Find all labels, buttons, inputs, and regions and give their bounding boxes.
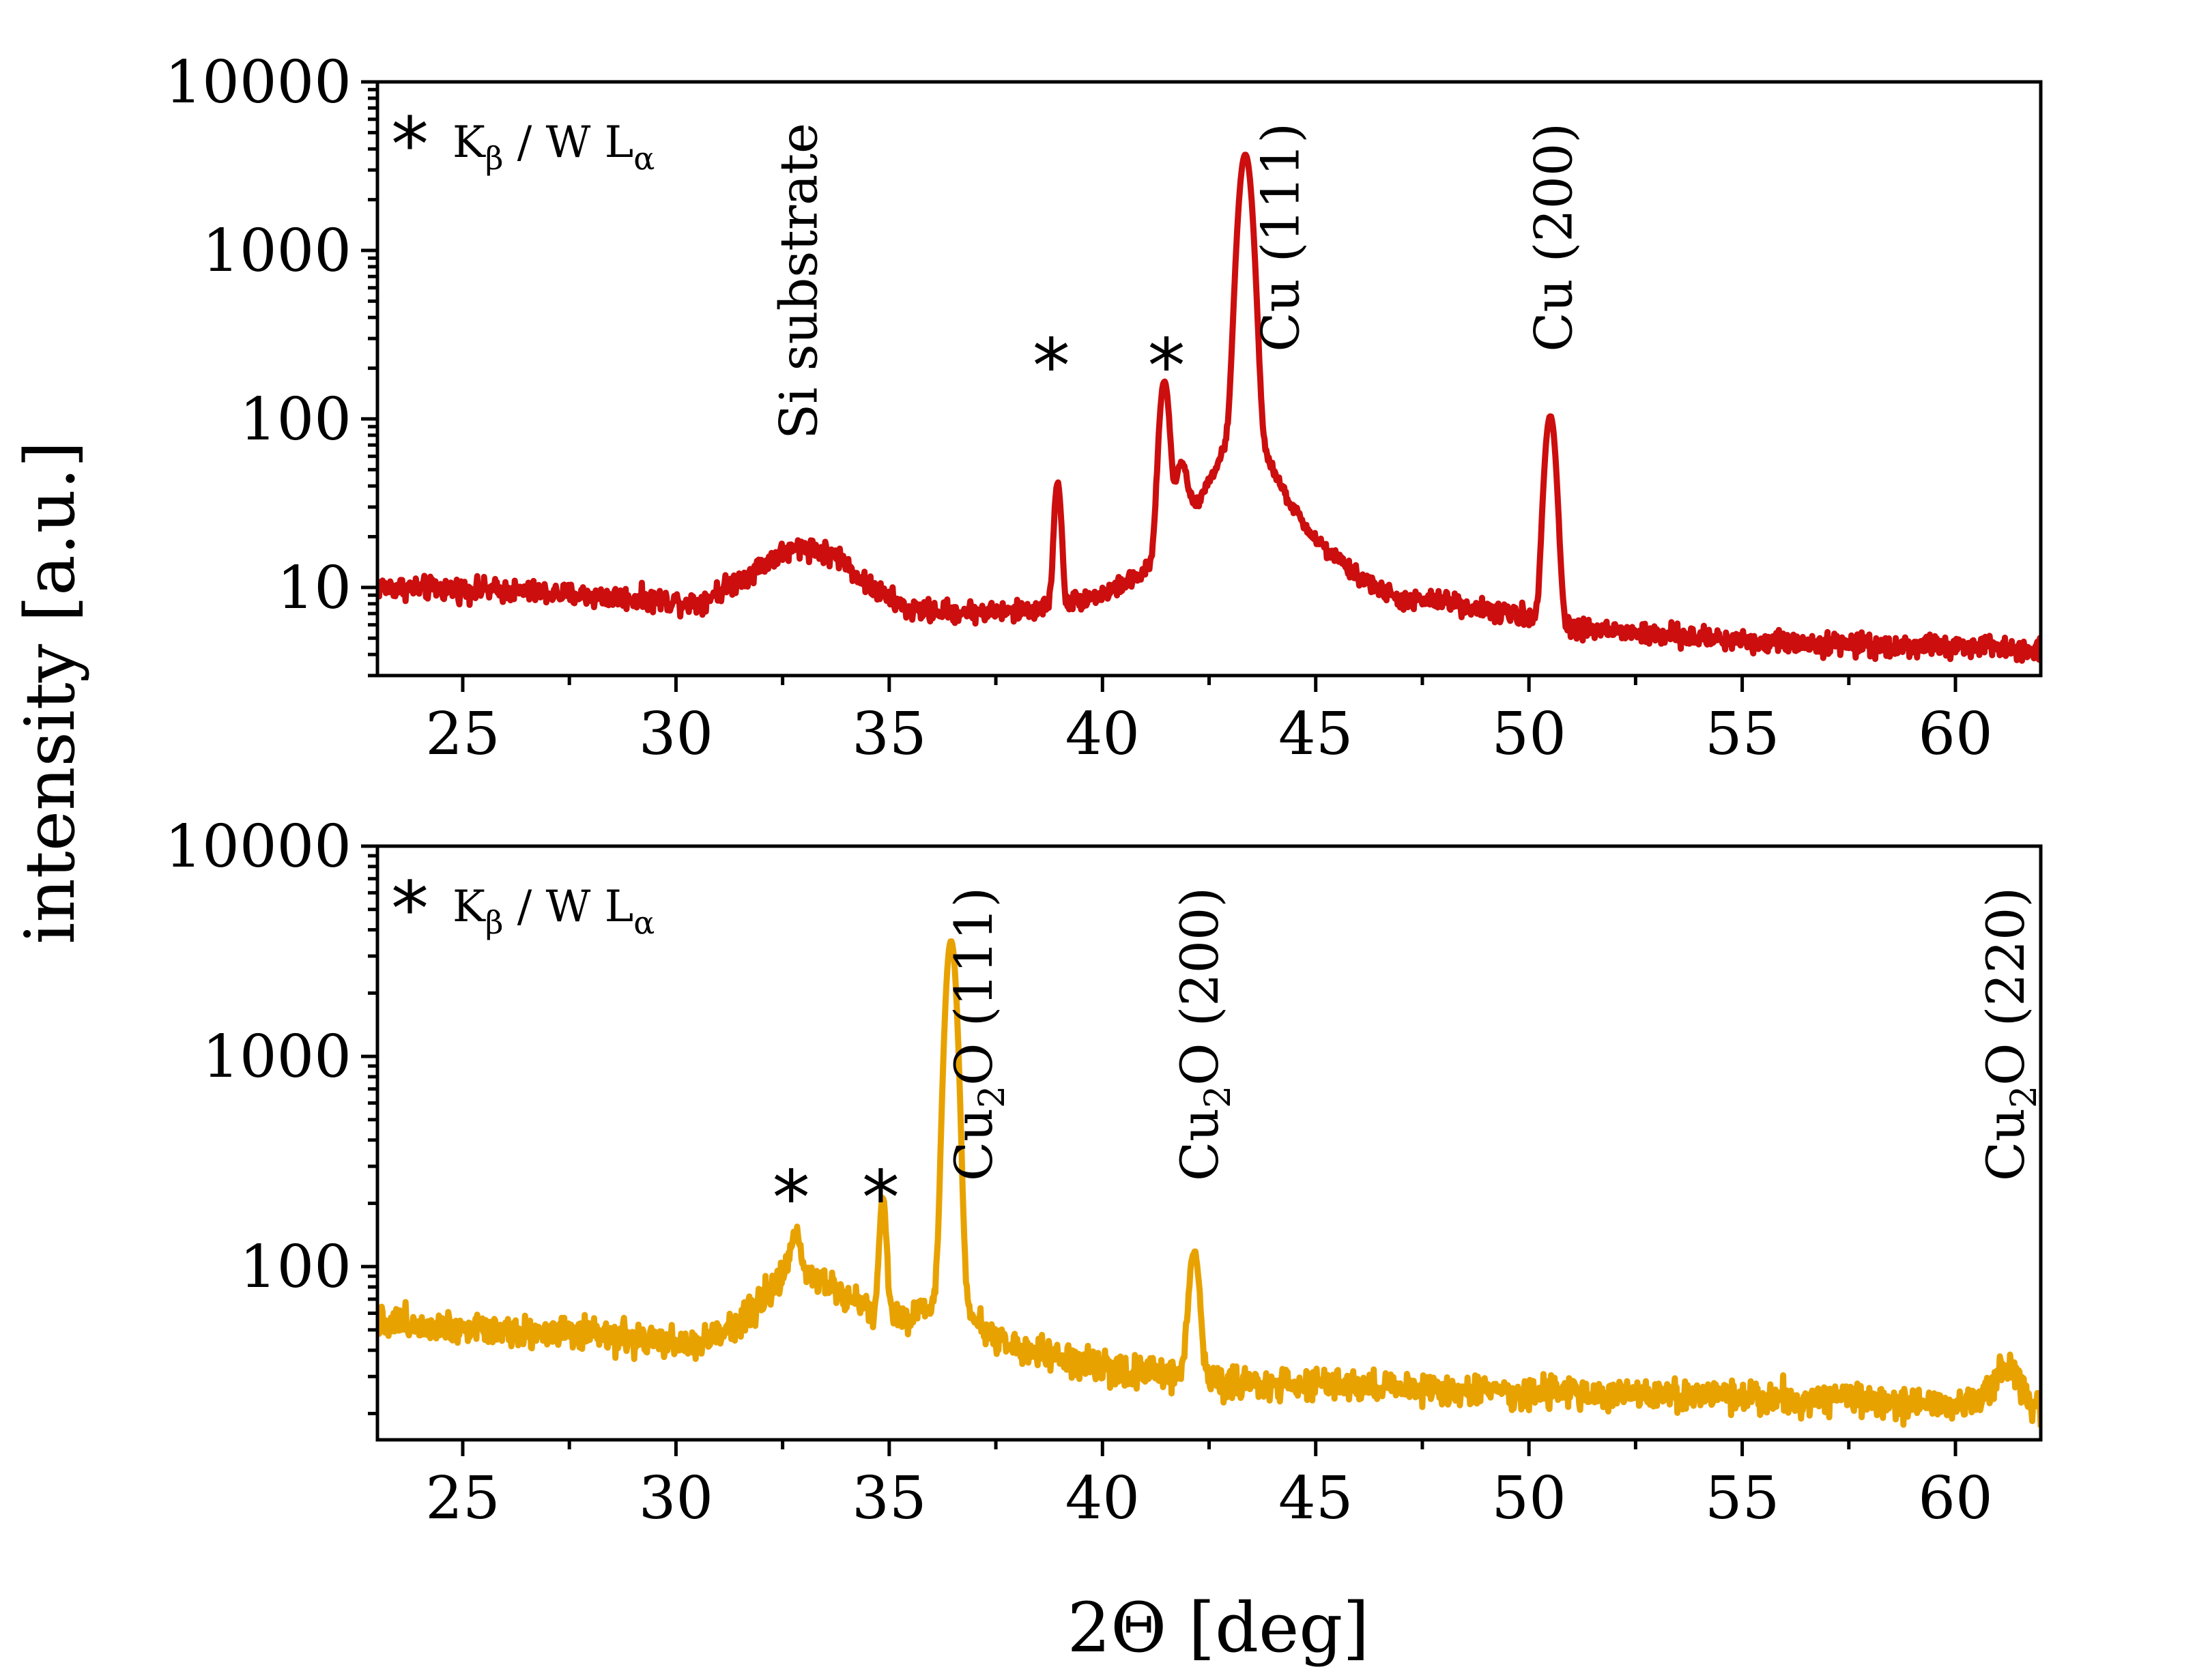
- top-x-tick-label: 45: [1278, 700, 1353, 768]
- bottom-peak-annotation: Cu2O (220): [1975, 887, 2045, 1181]
- bottom-y-tick-label: 10000: [164, 813, 352, 881]
- top-x-tick-label: 50: [1491, 700, 1566, 768]
- bottom-x-tick-label: 40: [1065, 1464, 1140, 1533]
- y-axis-title: intensity [a.u.]: [10, 441, 90, 944]
- top-x-tick-label: 35: [852, 700, 926, 768]
- top-y-tick-label: 1000: [202, 217, 352, 285]
- bottom-legend-symbol: *: [391, 865, 429, 953]
- bottom-y-tick-label: 1000: [202, 1023, 352, 1091]
- top-y-tick-label: 100: [240, 386, 352, 454]
- top-peak-annotation: Cu (111): [1250, 123, 1311, 352]
- top-peak-annotation: Si substrate: [769, 123, 829, 439]
- top-y-tick-label: 10: [277, 554, 352, 622]
- top-y-tick-label: 10000: [164, 48, 352, 117]
- top-series-line: [377, 151, 2041, 664]
- top-x-tick-label: 30: [639, 700, 713, 768]
- top-peak-star-marker: *: [1033, 322, 1070, 409]
- bottom-legend-text: Kβ / W Lα: [453, 882, 655, 941]
- bottom-y-tick-label: 100: [240, 1233, 352, 1301]
- bottom-x-tick-label: 50: [1491, 1464, 1566, 1533]
- bottom-series-line: [377, 938, 2041, 1428]
- bottom-x-tick-label: 25: [425, 1464, 500, 1533]
- bottom-x-tick-label: 55: [1705, 1464, 1779, 1533]
- bottom-x-tick-label: 30: [639, 1464, 713, 1533]
- top-x-tick-label: 60: [1918, 700, 1992, 768]
- bottom-peak-annotation: Cu2O (111): [943, 887, 1013, 1181]
- bottom-peak-star-marker: *: [862, 1155, 900, 1242]
- top-x-tick-label: 55: [1705, 700, 1779, 768]
- top-x-tick-label: 40: [1065, 700, 1140, 768]
- bottom-x-tick-label: 45: [1278, 1464, 1353, 1533]
- x-axis-title: 2Θ [deg]: [1067, 1588, 1370, 1668]
- top-legend-symbol: *: [391, 101, 429, 188]
- top-legend-text: Kβ / W Lα: [453, 117, 655, 177]
- bottom-x-tick-label: 35: [852, 1464, 926, 1533]
- bottom-peak-star-marker: *: [773, 1155, 810, 1242]
- top-panel: 25 30 35 40 45 50 55 60 10 100 1000 10000 * Kβ / W Lα…: [164, 48, 2043, 768]
- bottom-x-tick-label: 60: [1918, 1464, 1992, 1533]
- top-peak-star-marker: *: [1148, 322, 1186, 409]
- top-peak-annotation: Cu (200): [1523, 123, 1584, 352]
- bottom-panel: 25 30 35 40 45 50 55 60 100 1000 10000 * Kβ / W Lα Cu…: [164, 813, 2045, 1533]
- top-x-tick-label: 25: [425, 700, 500, 768]
- bottom-peak-annotation: Cu2O (200): [1169, 887, 1239, 1181]
